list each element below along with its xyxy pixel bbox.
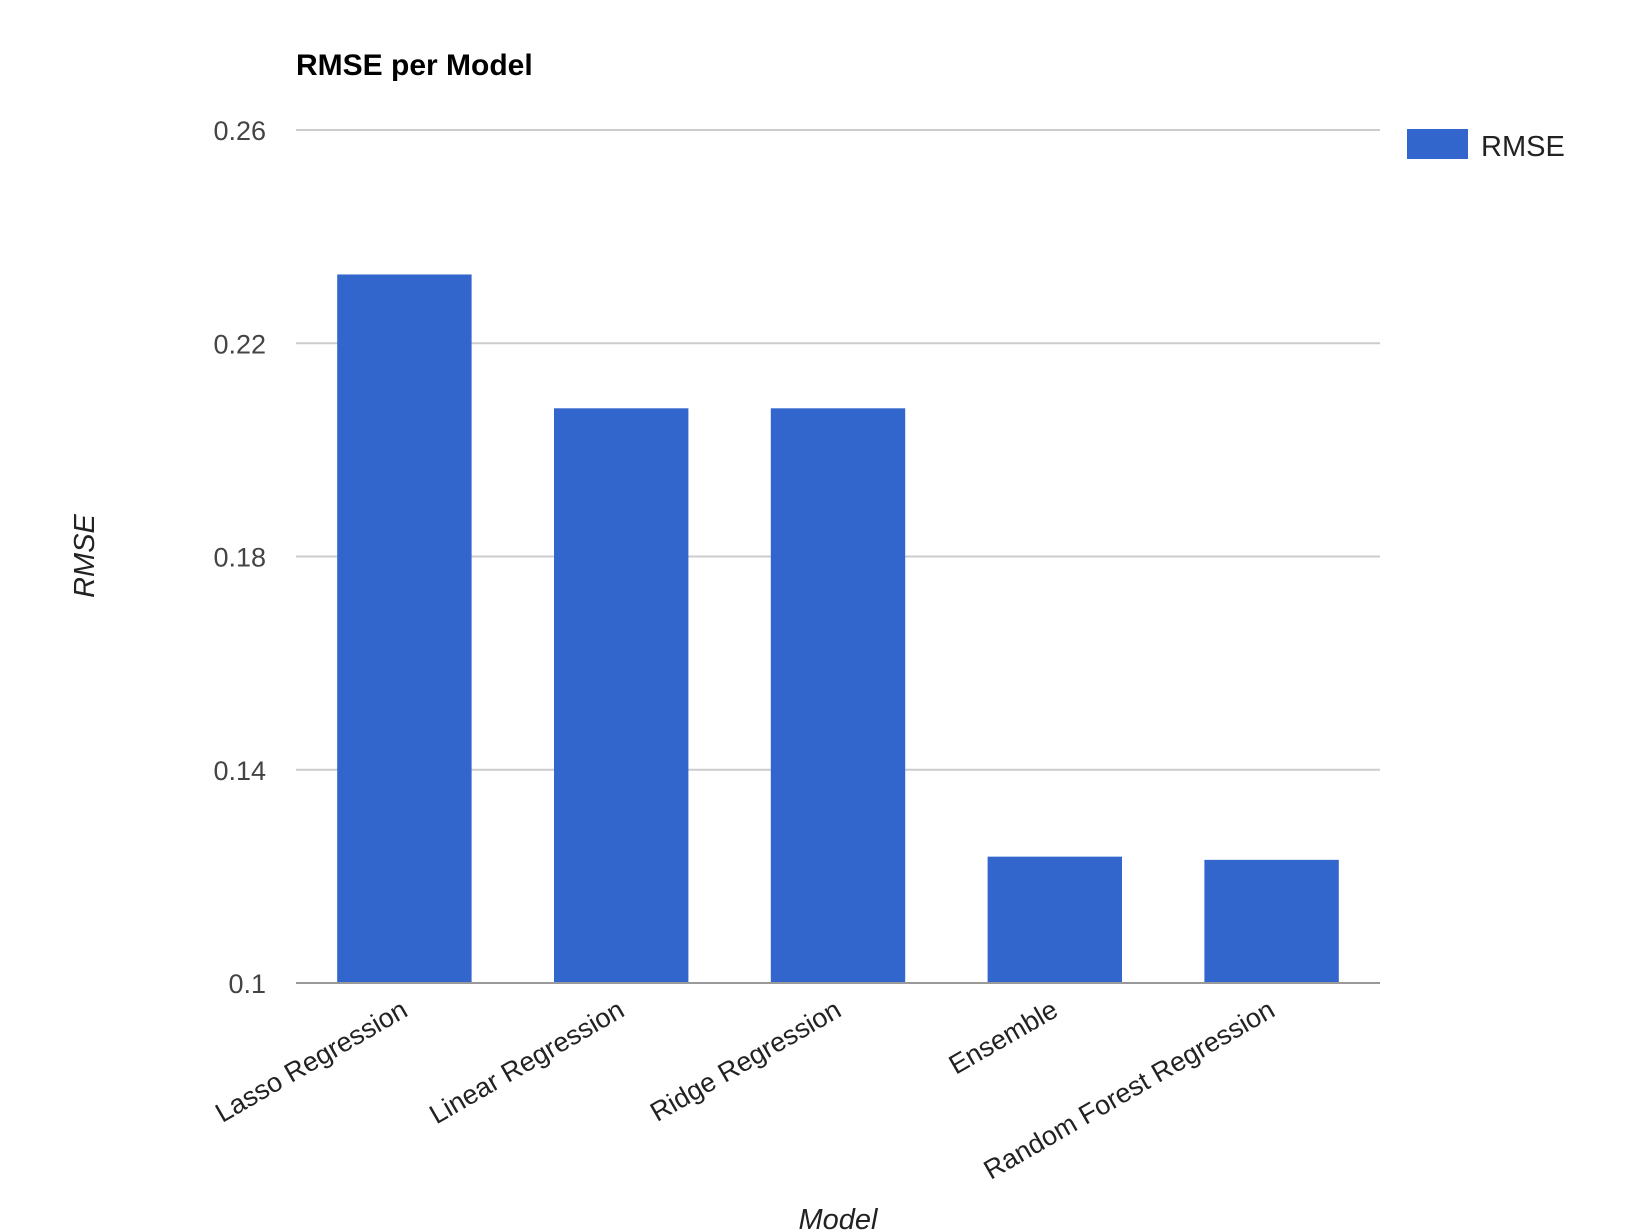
- legend: RMSE: [1407, 129, 1565, 163]
- y-tick-label: 0.1: [228, 969, 266, 999]
- x-axis-category-labels: Lasso Regression Linear Regression Ridge R…: [210, 994, 1279, 1185]
- y-axis-ticks: 0.1 0.14 0.18 0.22 0.26: [213, 116, 266, 999]
- y-tick-label: 0.22: [213, 329, 266, 359]
- x-category-label: Ensemble: [944, 994, 1063, 1080]
- legend-label-rmse: RMSE: [1481, 131, 1565, 163]
- bars: [337, 274, 1339, 983]
- y-tick-label: 0.14: [213, 756, 266, 786]
- x-category-label: Linear Regression: [424, 994, 629, 1130]
- bar-ensemble[interactable]: [987, 856, 1123, 983]
- bar-linear-regression[interactable]: [553, 408, 689, 983]
- y-tick-label: 0.26: [213, 116, 266, 146]
- bar-ridge-regression[interactable]: [770, 408, 906, 983]
- x-category-label: Lasso Regression: [210, 994, 412, 1128]
- x-category-label: Ridge Regression: [645, 994, 846, 1127]
- y-tick-label: 0.18: [213, 543, 266, 573]
- legend-swatch-rmse: [1407, 129, 1468, 159]
- x-axis-title: Model: [799, 1204, 880, 1230]
- bar-lasso-regression[interactable]: [337, 274, 472, 983]
- chart-title: RMSE per Model: [296, 49, 533, 82]
- y-axis-title: RMSE: [69, 513, 101, 597]
- bar-random-forest-regression[interactable]: [1204, 859, 1339, 983]
